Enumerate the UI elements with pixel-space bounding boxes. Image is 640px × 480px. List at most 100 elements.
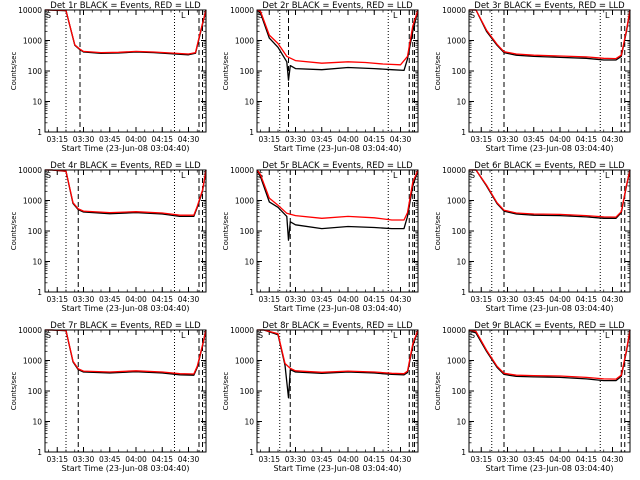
y-tick-label: 100 — [240, 67, 255, 76]
y-tick-label: 10 — [456, 258, 466, 267]
panel-det-4: Det 4r BLACK = Events, RED = LLD 1 10 100 10… — [10, 161, 207, 313]
series-events-line — [256, 169, 419, 241]
y-axis-label: Counts/sec — [10, 52, 18, 91]
corner-mark-right: L — [181, 331, 186, 340]
x-tick-label: 04:00 — [549, 295, 571, 304]
corner-mark-right: L — [605, 331, 610, 340]
y-tick-label: 1 — [37, 448, 42, 457]
y-tick-label: 10000 — [442, 6, 466, 15]
y-tick-label: 1 — [461, 448, 466, 457]
corner-mark-left: S — [258, 331, 263, 340]
panel-title: Det 7r BLACK = Events, RED = LLD — [50, 321, 201, 331]
x-tick-label: 04:30 — [390, 135, 412, 144]
y-tick-label: 1000 — [235, 197, 254, 206]
panel-det-8: Det 8r BLACK = Events, RED = LLD 1 10 100 10… — [222, 321, 419, 473]
y-tick-label: 10 — [244, 258, 254, 267]
x-tick-label: 03:15 — [258, 455, 280, 464]
x-tick-label: 04:15 — [151, 295, 173, 304]
y-tick-label: 10000 — [230, 6, 254, 15]
y-tick-label: 100 — [28, 387, 43, 396]
y-tick-label: 1000 — [23, 197, 42, 206]
y-tick-label: 10 — [32, 98, 42, 107]
plot-frame — [468, 9, 631, 133]
x-tick-label: 04:00 — [125, 135, 147, 144]
panel-det-6: Det 6r BLACK = Events, RED = LLD 1 10 100 10… — [434, 161, 631, 313]
x-tick-label: 03:45 — [311, 295, 333, 304]
series-lld-line — [45, 9, 207, 55]
y-axis-label: Counts/sec — [434, 212, 442, 251]
y-axis-label: Counts/sec — [222, 372, 230, 411]
corner-mark-right: L — [181, 171, 186, 180]
x-tick-label: 03:45 — [99, 455, 121, 464]
x-tick-label: 04:00 — [337, 135, 359, 144]
series-lld-line — [257, 329, 419, 375]
y-tick-label: 1 — [249, 128, 254, 137]
y-axis-label: Counts/sec — [434, 52, 442, 91]
corner-mark-left: S — [46, 171, 51, 180]
x-tick-label: 03:45 — [523, 135, 545, 144]
y-tick-label: 1000 — [447, 197, 466, 206]
x-tick-label: 03:15 — [258, 135, 280, 144]
x-tick-label: 04:15 — [151, 135, 173, 144]
panel-title: Det 3r BLACK = Events, RED = LLD — [474, 1, 625, 11]
y-tick-label: 1000 — [447, 37, 466, 46]
y-tick-label: 100 — [240, 227, 255, 236]
x-tick-label: 04:30 — [602, 455, 624, 464]
x-axis-label: Start Time (23-Jun-08 03:04:40) — [274, 304, 402, 313]
x-axis-label: Start Time (23-Jun-08 03:04:40) — [274, 144, 402, 153]
y-tick-label: 100 — [452, 227, 467, 236]
y-tick-label: 1 — [249, 288, 254, 297]
series-lld-line — [469, 9, 631, 60]
x-tick-label: 03:45 — [311, 455, 333, 464]
series-lld-line — [256, 169, 419, 221]
series-lld-line — [45, 169, 207, 216]
x-tick-label: 04:15 — [363, 135, 385, 144]
series-lld-line — [468, 329, 631, 380]
x-tick-label: 04:00 — [549, 455, 571, 464]
plot-frame-overlay — [44, 169, 207, 293]
x-tick-label: 04:15 — [575, 135, 597, 144]
plot-frame-overlay — [256, 169, 419, 293]
y-tick-label: 1000 — [447, 357, 466, 366]
x-tick-label: 03:45 — [99, 295, 121, 304]
y-tick-label: 10000 — [230, 166, 254, 175]
plot-frame — [44, 329, 207, 453]
series-lld-line — [256, 9, 419, 66]
panel-det-9: Det 9r BLACK = Events, RED = LLD 1 10 100 10… — [434, 321, 631, 473]
panel-det-3: Det 3r BLACK = Events, RED = LLD 1 10 100 10… — [434, 1, 631, 153]
x-tick-label: 04:15 — [363, 295, 385, 304]
x-axis-label: Start Time (23-Jun-08 03:04:40) — [62, 144, 190, 153]
corner-mark-left: S — [470, 11, 475, 20]
corner-mark-right: L — [393, 11, 398, 20]
plot-frame-overlay — [256, 329, 419, 453]
x-tick-label: 04:30 — [602, 135, 624, 144]
x-axis-label: Start Time (23-Jun-08 03:04:40) — [486, 144, 614, 153]
y-tick-label: 10000 — [18, 326, 42, 335]
y-tick-label: 1 — [37, 128, 42, 137]
x-tick-label: 03:15 — [470, 295, 492, 304]
x-tick-label: 03:15 — [470, 455, 492, 464]
y-axis-label: Counts/sec — [222, 52, 230, 91]
x-tick-label: 04:30 — [178, 135, 200, 144]
x-tick-label: 03:30 — [285, 455, 307, 464]
x-axis-label: Start Time (23-Jun-08 03:04:40) — [62, 304, 190, 313]
plot-frame — [468, 169, 631, 293]
y-axis-label: Counts/sec — [10, 212, 18, 251]
x-tick-label: 03:30 — [73, 295, 95, 304]
plot-frame — [256, 169, 419, 293]
series-lld-line — [45, 329, 207, 375]
x-tick-label: 04:30 — [178, 455, 200, 464]
corner-mark-right: L — [605, 171, 610, 180]
y-axis-label: Counts/sec — [434, 372, 442, 411]
y-tick-label: 1000 — [235, 37, 254, 46]
x-tick-label: 04:30 — [390, 455, 412, 464]
x-tick-label: 03:45 — [99, 135, 121, 144]
x-tick-label: 03:15 — [46, 135, 68, 144]
series-events-line — [257, 329, 419, 399]
x-tick-label: 03:30 — [73, 455, 95, 464]
y-tick-label: 1000 — [23, 357, 42, 366]
y-tick-label: 10 — [244, 418, 254, 427]
y-tick-label: 1 — [461, 128, 466, 137]
x-tick-label: 03:15 — [470, 135, 492, 144]
y-tick-label: 1000 — [235, 357, 254, 366]
